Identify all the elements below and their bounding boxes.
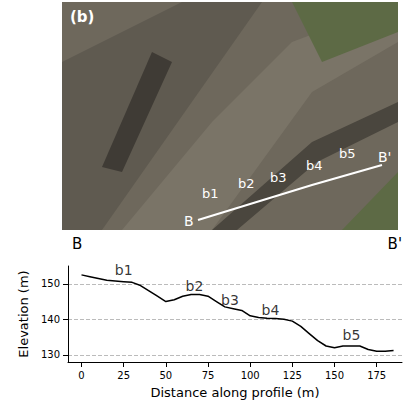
- svg-text:50: 50: [159, 370, 172, 381]
- svg-text:b5: b5: [339, 146, 356, 161]
- svg-text:140: 140: [41, 314, 60, 325]
- svg-text:25: 25: [117, 370, 130, 381]
- svg-text:B': B': [388, 235, 402, 253]
- svg-text:150: 150: [325, 370, 344, 381]
- svg-text:B: B: [72, 235, 82, 253]
- svg-text:75: 75: [202, 370, 215, 381]
- svg-text:b5: b5: [342, 327, 360, 343]
- svg-text:b3: b3: [221, 291, 239, 308]
- svg-text:b2: b2: [238, 176, 255, 191]
- svg-text:B': B': [378, 149, 391, 165]
- svg-text:175: 175: [367, 370, 386, 381]
- svg-text:b2: b2: [186, 278, 204, 294]
- svg-text:150: 150: [41, 278, 60, 289]
- svg-text:b4: b4: [306, 158, 323, 173]
- svg-text:Elevation (m): Elevation (m): [16, 270, 31, 357]
- svg-text:0: 0: [78, 370, 84, 381]
- svg-text:b1: b1: [115, 262, 133, 278]
- svg-text:Distance along profile (m): Distance along profile (m): [150, 385, 319, 400]
- svg-text:b1: b1: [202, 186, 219, 201]
- svg-text:(b): (b): [70, 8, 94, 26]
- svg-text:130: 130: [41, 349, 60, 360]
- svg-text:b3: b3: [270, 170, 287, 185]
- svg-text:100: 100: [241, 370, 260, 381]
- svg-text:B: B: [184, 213, 194, 229]
- svg-text:b4: b4: [262, 302, 280, 318]
- svg-text:125: 125: [283, 370, 302, 381]
